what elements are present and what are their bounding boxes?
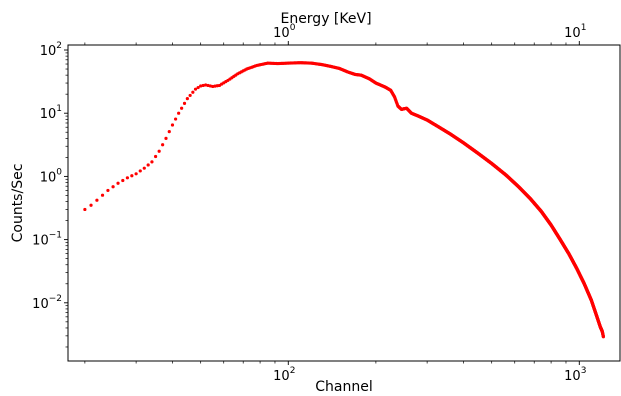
data-point [196,85,200,90]
data-point [191,90,195,94]
data-point [188,93,192,98]
y-tick-label: 101 [40,104,62,122]
data-point [161,143,165,147]
data-point [167,130,171,134]
y-tick-label: 100 [40,167,63,185]
data-points [83,61,605,339]
data-point [95,198,99,202]
top-tick-label: 101 [564,23,586,41]
top-x-axis-label: Energy [KeV] [280,11,371,27]
data-point [601,335,605,339]
data-point [106,188,110,193]
data-point [89,203,93,207]
y-tick-label: 10−2 [32,294,62,312]
data-point [100,193,105,197]
data-point [180,106,184,110]
data-point [204,83,208,87]
plot-frame [67,44,621,362]
data-point [185,97,189,101]
data-point [130,174,134,178]
data-point [138,169,142,173]
data-point [116,181,120,185]
data-point [199,84,203,88]
data-point [83,207,87,212]
data-point [182,101,187,105]
y-tick-label: 102 [40,41,62,59]
x-axis-label: Channel [315,379,372,395]
x-tick-label: 102 [273,366,295,384]
axis-ticks: 102 103 100 101 102 101 100 10−1 10−2 [32,23,586,384]
data-point [174,117,178,121]
data-point [111,185,115,189]
data-point [125,176,129,180]
data-point [146,163,150,167]
data-point [121,178,125,183]
data-point [154,154,158,159]
data-point [142,166,146,170]
top-tick-label: 100 [273,23,296,41]
data-point [157,149,161,153]
data-point [150,160,154,164]
y-axis-label: Counts/Sec [10,164,26,243]
y-tick-label: 10−1 [32,231,62,249]
data-point [177,111,181,115]
data-point [164,136,168,140]
data-point [201,83,205,88]
x-tick-label: 103 [564,366,586,384]
data-point [170,123,175,127]
data-point [193,87,198,91]
data-point [134,172,138,176]
